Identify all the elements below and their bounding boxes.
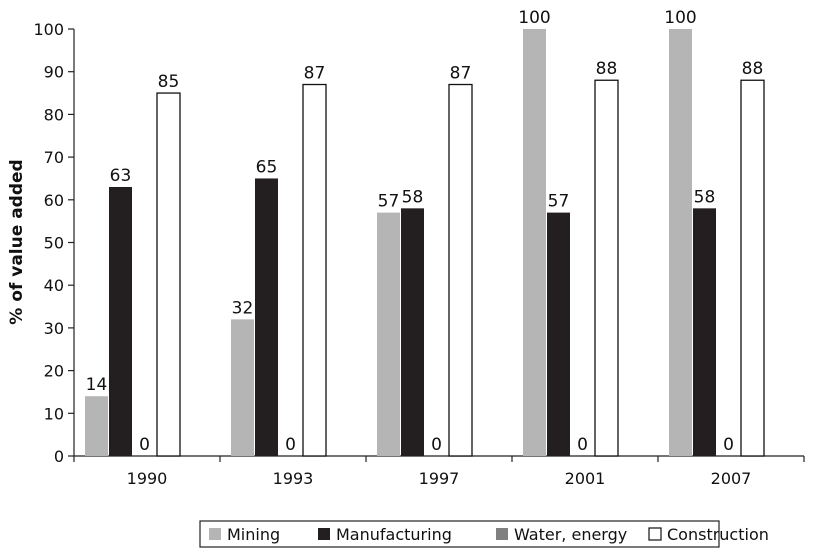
- x-tick-label: 1993: [273, 469, 314, 488]
- y-tick-label: 10: [44, 404, 64, 423]
- bar-manufacturing-2007: [693, 208, 716, 456]
- data-label: 58: [402, 187, 424, 207]
- legend-box: [199, 520, 720, 548]
- x-tick-label: 2007: [711, 469, 752, 488]
- bar-mining-1990: [85, 396, 108, 456]
- data-label: 100: [664, 8, 696, 28]
- y-tick-label: 30: [44, 319, 64, 338]
- bar-manufacturing-1990: [109, 186, 132, 457]
- data-label: 57: [378, 192, 400, 212]
- y-tick-label: 80: [44, 105, 64, 124]
- y-tick-label: 20: [44, 362, 64, 381]
- y-tick-label: 40: [44, 276, 64, 295]
- data-label: 0: [577, 435, 588, 455]
- data-label: 0: [431, 435, 442, 455]
- data-label: 58: [694, 187, 716, 207]
- bar-construction-1990: [156, 92, 181, 457]
- data-label: 88: [596, 59, 618, 79]
- data-label: 0: [139, 435, 150, 455]
- bar-mining-2001: [523, 29, 546, 456]
- data-label: 32: [232, 298, 254, 318]
- plot-area: 0 10 20 30 40 50 60 70 80 90 100 14 63 0 85 1990 32 65 0 87…: [33, 8, 805, 488]
- bar-manufacturing-2001: [547, 212, 570, 456]
- data-label: 57: [548, 192, 570, 212]
- bar-mining-2007: [669, 29, 692, 456]
- bar-manufacturing-1993: [255, 178, 278, 456]
- legend-label: Construction: [667, 525, 769, 544]
- bar-mining-1993: [231, 319, 254, 456]
- data-label: 63: [110, 166, 132, 186]
- y-tick-label: 0: [54, 447, 64, 466]
- legend-swatch-mining: [209, 528, 221, 540]
- legend-swatch-construction: [648, 527, 662, 541]
- data-label: 0: [285, 435, 296, 455]
- bar-mining-1997: [377, 212, 400, 456]
- bar-manufacturing-1997: [401, 208, 424, 456]
- y-tick-label: 100: [33, 20, 64, 39]
- y-tick-label: 60: [44, 191, 64, 210]
- data-label: 87: [304, 64, 326, 84]
- y-axis-title: % of value added: [7, 159, 27, 324]
- bar-construction-1997: [448, 83, 473, 457]
- x-tick-label: 1997: [419, 469, 460, 488]
- y-tick-label: 50: [44, 234, 64, 253]
- data-label: 0: [723, 435, 734, 455]
- data-label: 85: [158, 72, 180, 92]
- legend: Mining Manufacturing Water, energy Construc…: [199, 520, 769, 548]
- legend-label: Water, energy: [514, 525, 627, 544]
- bar-construction-2001: [594, 79, 619, 457]
- legend-label: Manufacturing: [336, 525, 452, 544]
- data-label: 65: [256, 157, 278, 177]
- legend-swatch-water-energy: [496, 528, 508, 540]
- data-label: 88: [742, 59, 764, 79]
- x-tick-label: 1990: [127, 469, 168, 488]
- y-tick-label: 90: [44, 63, 64, 82]
- legend-swatch-manufacturing: [318, 528, 330, 540]
- data-label: 14: [86, 375, 108, 395]
- bar-construction-1993: [302, 83, 327, 457]
- bar-construction-2007: [740, 79, 765, 457]
- legend-label: Mining: [227, 525, 280, 544]
- y-tick-label: 70: [44, 148, 64, 167]
- data-label: 87: [450, 64, 472, 84]
- data-label: 100: [518, 8, 550, 28]
- x-tick-label: 2001: [565, 469, 606, 488]
